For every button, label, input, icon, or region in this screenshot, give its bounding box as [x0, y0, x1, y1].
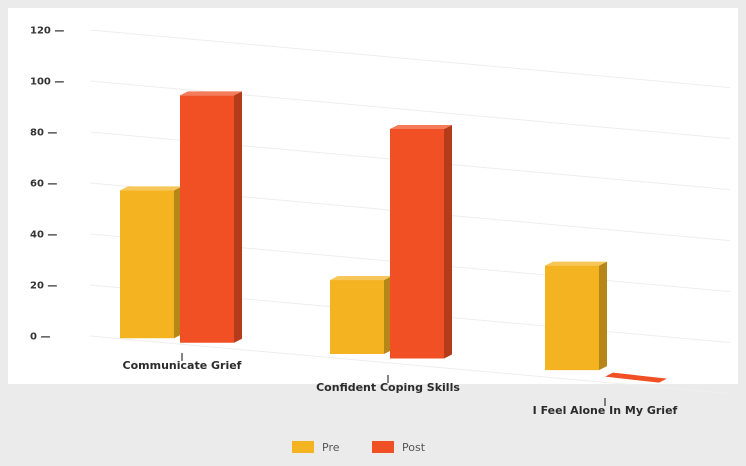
legend-item[interactable]: Pre	[292, 441, 340, 454]
gridline	[89, 29, 731, 89]
y-tick-label: 0 —	[30, 332, 50, 343]
bar	[330, 276, 392, 354]
y-tick-label: 20 —	[30, 281, 57, 292]
legend-swatch	[292, 441, 314, 453]
y-axis-ticks: 0 — 20 — 40 — 60 — 80 — 100 — 120 —	[30, 26, 64, 343]
legend-label: Pre	[322, 441, 340, 454]
x-category-label: Confident Coping Skills	[316, 381, 460, 394]
legend-label: Post	[402, 441, 426, 454]
bar	[120, 186, 182, 339]
y-tick-label: 120 —	[30, 26, 64, 37]
legend-swatch	[372, 441, 394, 453]
legend: Pre Post	[292, 441, 426, 454]
gridline	[89, 335, 731, 395]
legend-item[interactable]: Post	[372, 441, 426, 454]
y-tick-label: 100 —	[30, 77, 64, 88]
y-tick-label: 80 —	[30, 128, 57, 139]
x-category-label: Communicate Grief	[123, 359, 242, 372]
y-tick-label: 40 —	[30, 230, 57, 241]
bar	[605, 372, 667, 383]
y-tick-label: 60 —	[30, 179, 57, 190]
x-category-label: I Feel Alone In My Grief	[533, 404, 678, 417]
bars	[120, 91, 667, 383]
bar	[180, 91, 242, 343]
bar	[390, 125, 452, 359]
gridline	[89, 80, 731, 140]
bar	[545, 261, 607, 371]
x-axis-categories: Communicate Grief Confident Coping Skills…	[123, 353, 678, 417]
